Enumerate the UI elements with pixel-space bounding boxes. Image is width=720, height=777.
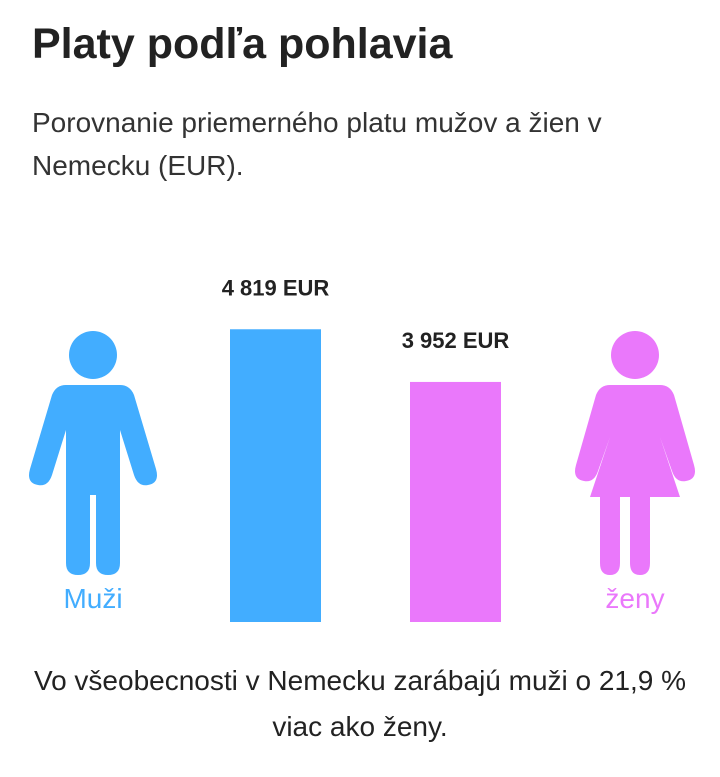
bar-female [410,381,501,622]
value-label-male: 4 819 EUR [222,275,330,300]
value-label-female: 3 952 EUR [402,328,510,353]
male-person-icon [29,331,157,575]
category-label-male: Muži [63,583,122,614]
bars-group [230,329,501,622]
bar-male [230,329,321,622]
footnote: Vo všeobecnosti v Nemecku zarábajú muži … [33,665,687,742]
value-labels-group: 4 819 EUR 3 952 EUR [222,275,510,353]
salary-bar-chart: 4 819 EUR 3 952 EUR Muži ženy [29,275,695,622]
chart-title: Platy podľa pohlavia [32,20,453,68]
category-label-female: ženy [605,583,664,614]
female-person-icon [575,331,695,575]
chart-subtitle: Porovnanie priemerného platu mužov a žie… [32,107,602,181]
